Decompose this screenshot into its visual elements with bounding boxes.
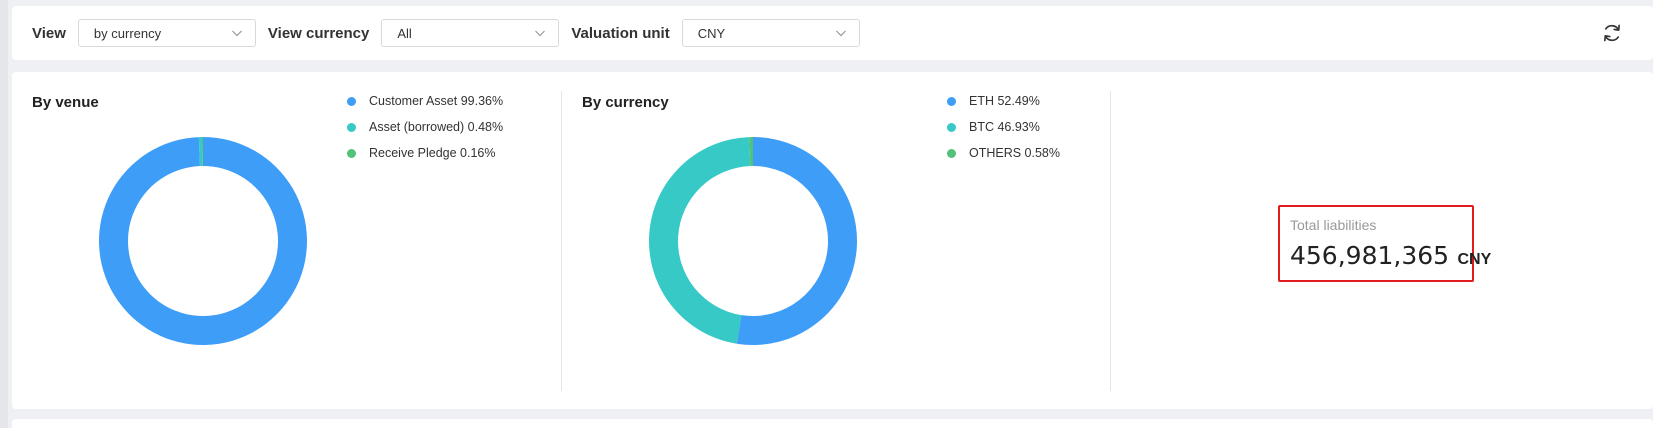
next-panel-edge [12, 419, 1653, 428]
legend-dot [347, 122, 356, 132]
legend-label: Customer Asset 99.36% [369, 94, 504, 108]
legend-dot [947, 122, 956, 132]
donut-slice-receive-pledge[interactable] [201, 137, 203, 167]
chevron-down-icon [535, 30, 546, 37]
refresh-icon[interactable] [1601, 22, 1623, 44]
total-liabilities-value-row: 456,981,365 CNY [1290, 241, 1491, 270]
valuation-unit-select[interactable]: CNY [681, 19, 860, 47]
chevron-down-icon [231, 30, 242, 37]
chevron-down-icon [835, 30, 846, 37]
legend-item[interactable]: BTC 46.93% [947, 114, 1060, 140]
legend-dot [347, 148, 356, 158]
donut-slice-customer-asset[interactable] [99, 137, 308, 345]
donut-slice-asset-borrowed[interactable] [198, 137, 203, 167]
donut-slice-btc[interactable] [649, 137, 751, 344]
legend-label: BTC 46.93% [969, 120, 1040, 134]
legend-dot [947, 148, 956, 158]
by-venue-title: By venue [32, 94, 99, 111]
view-currency-select-value: All [397, 25, 412, 41]
filter-bar: View by currency View currency All Valua… [12, 6, 1653, 60]
legend-item[interactable]: Customer Asset 99.36% [347, 88, 503, 114]
view-select[interactable]: by currency [77, 19, 256, 47]
view-label: View [32, 24, 66, 42]
left-edge [0, 0, 8, 428]
summary-panel: By venue Customer Asset 99.36% Asset (bo… [12, 72, 1653, 409]
by-venue-legend: Customer Asset 99.36% Asset (borrowed) 0… [347, 88, 503, 166]
total-liabilities-card: Total liabilities 456,981,365 CNY [1278, 205, 1491, 282]
legend-item[interactable]: Asset (borrowed) 0.48% [347, 114, 503, 140]
view-currency-select[interactable]: All [381, 19, 560, 47]
legend-item[interactable]: Receive Pledge 0.16% [347, 140, 503, 166]
legend-item[interactable]: ETH 52.49% [947, 88, 1060, 114]
donut-slice-eth[interactable] [736, 137, 857, 345]
view-select-value: by currency [93, 25, 162, 41]
by-venue-donut-chart [99, 137, 308, 345]
legend-label: Receive Pledge 0.16% [369, 146, 496, 160]
section-divider [561, 91, 562, 391]
legend-label: OTHERS 0.58% [969, 146, 1061, 160]
legend-label: ETH 52.49% [969, 94, 1040, 108]
valuation-unit-select-value: CNY [697, 25, 726, 41]
section-divider [1110, 91, 1111, 391]
legend-dot [947, 96, 956, 106]
legend-label: Asset (borrowed) 0.48% [369, 120, 504, 134]
view-currency-label: View currency [267, 24, 370, 42]
valuation-unit-label: Valuation unit [571, 24, 670, 42]
donut-slice-others[interactable] [749, 137, 753, 167]
by-currency-title: By currency [582, 94, 669, 111]
total-liabilities-value: 456,981,365 [1290, 241, 1450, 270]
total-liabilities-label: Total liabilities [1290, 217, 1377, 233]
legend-item[interactable]: OTHERS 0.58% [947, 140, 1060, 166]
by-currency-donut-chart [649, 137, 857, 345]
by-currency-legend: ETH 52.49% BTC 46.93% OTHERS 0.58% [947, 88, 1060, 166]
total-liabilities-unit: CNY [1457, 251, 1492, 268]
legend-dot [347, 96, 356, 106]
